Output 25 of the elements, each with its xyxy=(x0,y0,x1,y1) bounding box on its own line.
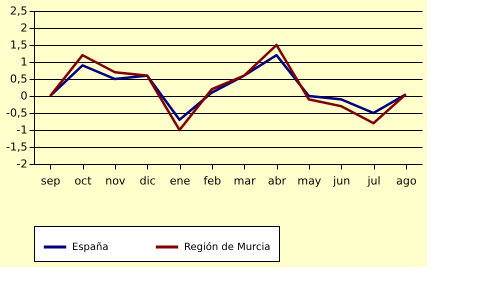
line-series xyxy=(48,44,408,132)
x-tick-label: mar xyxy=(234,174,256,188)
x-tick-label: jun xyxy=(332,174,350,188)
y-tick-label: -1,5 xyxy=(6,140,28,154)
y-tick-label: 0 xyxy=(20,90,28,102)
x-tick-label: oct xyxy=(74,174,92,188)
y-tick-label: 0,5 xyxy=(10,72,28,86)
legend-label: España xyxy=(72,242,108,253)
x-tick-label: nov xyxy=(105,174,126,188)
x-tick-label: sep xyxy=(40,174,60,188)
y-tick-label: 1,5 xyxy=(10,38,28,52)
x-tick-label: ago xyxy=(396,174,417,188)
y-tick-label: 1 xyxy=(20,56,28,68)
x-tick-label: dic xyxy=(140,174,156,188)
x-tick-label: may xyxy=(297,174,322,188)
x-tick-label: jul xyxy=(366,174,381,188)
y-tick-label: -1 xyxy=(16,124,28,136)
x-tick-label: feb xyxy=(204,174,222,188)
y-tick-label: -2 xyxy=(16,158,28,170)
legend-label: Región de Murcia xyxy=(184,242,270,253)
y-tick-label: 2,5 xyxy=(10,4,28,18)
x-tick-label: abr xyxy=(268,174,287,188)
x-tick-label: ene xyxy=(170,174,190,188)
y-tick-label: -0,5 xyxy=(6,106,28,120)
y-tick-label: 2 xyxy=(20,22,28,34)
